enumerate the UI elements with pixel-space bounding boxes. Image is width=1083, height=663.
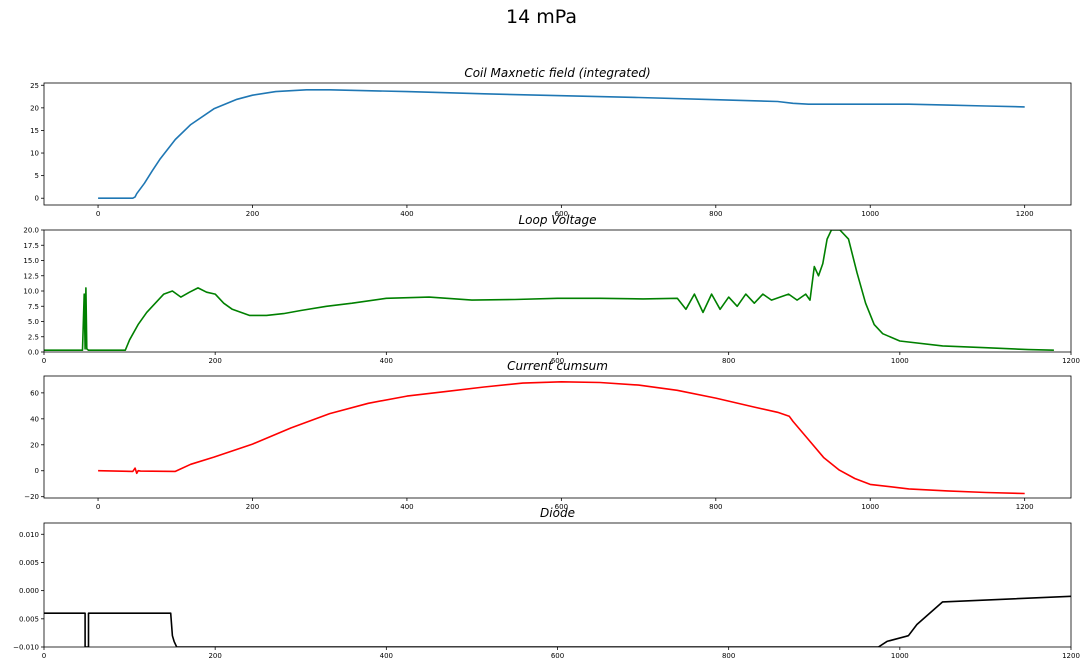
y-tick-label: 5 bbox=[35, 172, 39, 180]
y-tick-label: 12.5 bbox=[23, 272, 39, 280]
x-tick-label: 800 bbox=[709, 503, 722, 511]
y-tick-label: −0.010 bbox=[13, 644, 39, 652]
subplot-coil-magnetic-field: 0 200 400 600 800 1000 1200 0 5 10 15 20 25 Coil Maxn… bbox=[30, 66, 1072, 218]
y-tick-label: 0.010 bbox=[19, 531, 39, 539]
figure-title: 14 mPa bbox=[506, 6, 577, 28]
x-tick-label: 800 bbox=[722, 357, 735, 365]
y-tick-label: −20 bbox=[24, 493, 39, 501]
y-tick-label: 15.0 bbox=[23, 257, 39, 265]
x-tick-label: 1000 bbox=[861, 210, 879, 218]
subplot-title: Diode bbox=[540, 506, 575, 520]
subplot-current-cumsum: 0 200 400 600 800 1000 1200 −20 0 20 40 60 Current c… bbox=[24, 359, 1072, 511]
x-tick-label: 1200 bbox=[1062, 652, 1080, 660]
x-tick-label: 1000 bbox=[891, 652, 909, 660]
axes-frame bbox=[43, 82, 1072, 206]
y-tick-label: 25 bbox=[30, 82, 39, 90]
y-tick-label: 7.5 bbox=[28, 303, 39, 311]
x-tick-label: 400 bbox=[400, 210, 413, 218]
x-tick-label: 400 bbox=[400, 503, 413, 511]
y-tick-label: 60 bbox=[30, 389, 39, 397]
series-line bbox=[98, 381, 1025, 495]
y-tick-label: 0.005 bbox=[19, 615, 39, 623]
axes-frame bbox=[43, 375, 1072, 499]
x-tick-label: 1200 bbox=[1016, 210, 1034, 218]
series-line bbox=[44, 230, 1054, 351]
y-tick-label: 0.005 bbox=[19, 559, 39, 567]
subplot-diode: 0 200 400 600 800 1000 1200 −0.010 0.005 0.000 0.0… bbox=[13, 506, 1080, 660]
x-tick-label: 200 bbox=[246, 210, 259, 218]
y-tick-label: 20 bbox=[30, 441, 39, 449]
y-tick-label: 10 bbox=[30, 150, 39, 158]
x-tick-label: 600 bbox=[551, 652, 564, 660]
x-tick-label: 600 bbox=[555, 210, 568, 218]
y-tick-label: 40 bbox=[30, 415, 39, 423]
subplot-title: Loop Voltage bbox=[518, 213, 596, 227]
y-tick-label: 5.0 bbox=[28, 318, 39, 326]
subplot-title: Coil Maxnetic field (integrated) bbox=[464, 66, 650, 80]
subplot-title: Current cumsum bbox=[507, 359, 608, 373]
axes-frame bbox=[43, 522, 1072, 648]
series-line bbox=[98, 89, 1025, 199]
x-tick-label: 1000 bbox=[861, 503, 879, 511]
x-tick-label: 1200 bbox=[1062, 357, 1080, 365]
y-tick-label: 20 bbox=[30, 104, 39, 112]
y-tick-label: 17.5 bbox=[23, 242, 39, 250]
x-tick-label: 400 bbox=[380, 652, 393, 660]
x-tick-label: 1200 bbox=[1016, 503, 1034, 511]
y-tick-label: 0.000 bbox=[19, 587, 39, 595]
y-tick-label: 0 bbox=[35, 195, 39, 203]
subplot-loop-voltage: 0 200 400 600 800 1000 1200 0.0 2.5 5.0 7.5 10.0 12.… bbox=[23, 213, 1080, 365]
series-line bbox=[44, 595, 1071, 647]
x-tick-label: 0 bbox=[42, 357, 46, 365]
axes-frame bbox=[43, 229, 1072, 353]
x-tick-label: 200 bbox=[208, 652, 221, 660]
x-tick-label: 800 bbox=[709, 210, 722, 218]
y-tick-label: 0 bbox=[35, 467, 39, 475]
y-tick-label: 0.0 bbox=[28, 349, 39, 357]
y-tick-label: 20.0 bbox=[23, 227, 39, 235]
x-tick-label: 1000 bbox=[891, 357, 909, 365]
x-tick-label: 600 bbox=[555, 503, 568, 511]
y-tick-label: 10.0 bbox=[23, 288, 39, 296]
x-tick-label: 800 bbox=[722, 652, 735, 660]
y-tick-label: 2.5 bbox=[28, 333, 39, 341]
x-tick-label: 200 bbox=[246, 503, 259, 511]
x-tick-label: 0 bbox=[96, 503, 100, 511]
x-tick-label: 600 bbox=[551, 357, 564, 365]
y-tick-label: 15 bbox=[30, 127, 39, 135]
x-tick-label: 0 bbox=[42, 652, 46, 660]
x-tick-label: 200 bbox=[208, 357, 221, 365]
x-tick-label: 400 bbox=[380, 357, 393, 365]
x-tick-label: 0 bbox=[96, 210, 100, 218]
